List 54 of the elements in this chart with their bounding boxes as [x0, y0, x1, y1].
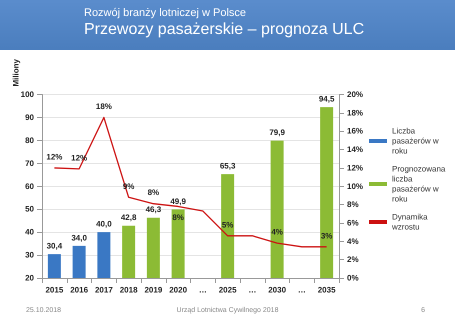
x-tick-label: 2017 [94, 286, 114, 294]
y2-tick-label: 12% [347, 163, 364, 172]
data-label: 30,4 [46, 242, 63, 251]
x-tick-label: 2025 [218, 286, 238, 294]
y-tick-label: 60 [25, 182, 35, 191]
data-label: 34,0 [71, 233, 88, 242]
x-tick-label: 2019 [144, 286, 163, 294]
data-label: 5% [222, 220, 234, 230]
y-tick-label: 20 [25, 274, 35, 282]
y-tick-label: 90 [25, 112, 35, 122]
data-label: 4% [271, 228, 283, 237]
data-label: 8% [148, 188, 160, 198]
x-tick-label: … [248, 286, 256, 294]
data-label: 42,8 [120, 213, 137, 222]
data-label: 12% [46, 152, 62, 162]
chart-subtitle: Rozwój branży lotniczej w Polsce [84, 7, 246, 19]
data-label: 40,0 [96, 220, 112, 229]
data-label: 94,5 [318, 94, 335, 104]
x-tick-label: 2018 [120, 286, 138, 294]
y2-tick-label: 6% [347, 218, 359, 228]
data-label: 3% [320, 231, 332, 240]
y2-tick-label: 18% [347, 108, 364, 118]
y-tick-label: 50 [25, 204, 35, 214]
x-tick-label: … [198, 286, 207, 294]
y-axis-title: Miliony [12, 58, 20, 87]
data-label: 49,9 [170, 196, 186, 206]
data-label: 18% [96, 102, 112, 111]
y2-tick-label: 14% [347, 145, 364, 154]
data-label: 79,9 [269, 128, 286, 138]
data-label: 46,3 [146, 205, 162, 214]
x-tick-label: 2020 [169, 286, 188, 294]
legend-label: Prognozowana liczba pasażerów w roku [392, 164, 448, 204]
y2-tick-label: 16% [347, 126, 364, 136]
x-tick-label: 2030 [268, 286, 287, 294]
data-label: 8% [172, 212, 184, 222]
x-tick-label: 2035 [318, 286, 336, 294]
y-tick-label: 80 [25, 136, 35, 145]
y-tick-label: 40 [25, 228, 35, 237]
legend-label: Liczba pasażerów w roku [392, 126, 441, 156]
y2-tick-label: 8% [347, 200, 359, 210]
y2-tick-label: 10% [347, 182, 364, 191]
legend-label: Dynamika wzrostu [391, 212, 430, 232]
y2-tick-label: 4% [347, 236, 359, 246]
chart-title: Przewozy pasażerskie – prognoza ULC [84, 21, 364, 39]
y-tick-label: 100 [20, 90, 35, 100]
y2-tick-label: 2% [347, 255, 359, 264]
y2-tick-label: 0% [347, 274, 359, 282]
y-tick-label: 70 [25, 158, 35, 168]
y2-tick-label: 20% [347, 90, 364, 100]
x-tick-label: 2015 [45, 286, 64, 294]
x-tick-label: 2016 [70, 286, 89, 294]
y-tick-label: 30 [25, 250, 35, 260]
data-label: 65,3 [220, 162, 236, 171]
x-tick-label: … [298, 286, 306, 294]
